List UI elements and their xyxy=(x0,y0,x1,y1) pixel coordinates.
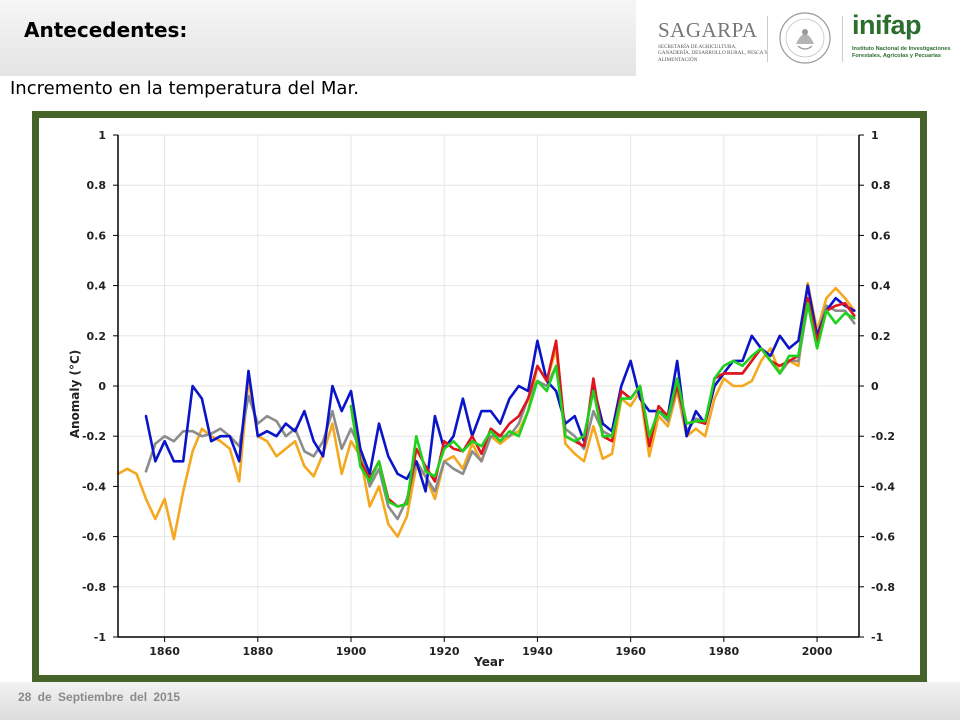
y-tick-label-right: 0.6 xyxy=(871,229,891,242)
y-tick-label-right: -0.4 xyxy=(871,480,895,493)
y-tick-label: -0.6 xyxy=(82,531,106,544)
y-tick-label-right: -0.2 xyxy=(871,430,895,443)
chart-frame: -1 -1 -0.8 -0.8 -0.6 -0.6 -0.4 -0.4 -0.2 -0.2 0 0 0.… xyxy=(32,111,927,682)
series-layer xyxy=(116,281,856,541)
x-axis-label: Year xyxy=(473,655,504,669)
y-tick-label: 0.4 xyxy=(87,280,107,293)
logo-area: SAGARPA SECRETARÍA DE AGRICULTURA, GANAD… xyxy=(636,0,960,76)
grid-layer xyxy=(118,134,859,638)
x-tick-label: 1900 xyxy=(336,645,367,658)
sagarpa-logo: SAGARPA xyxy=(658,18,758,42)
x-tick-label: 1940 xyxy=(522,645,553,658)
inifap-tagline: Instituto Nacional de Investigaciones Fo… xyxy=(852,46,951,59)
axis-layer: -1 -1 -0.8 -0.8 -0.6 -0.6 -0.4 -0.4 -0.2 -0.2 0 0 0.… xyxy=(82,129,895,658)
x-tick-label: 1960 xyxy=(615,645,646,658)
y-tick-label-right: 0 xyxy=(871,380,879,393)
footer-date: 28 de Septiembre del 2015 xyxy=(18,690,181,704)
x-tick-label: 1980 xyxy=(709,645,740,658)
y-tick-label-right: -1 xyxy=(871,631,883,644)
x-tick-label: 1880 xyxy=(242,645,273,658)
logo-divider xyxy=(767,16,768,62)
slide-subtitle: Incremento en la temperatura del Mar. xyxy=(10,78,359,99)
y-tick-label-right: 0.8 xyxy=(871,179,891,192)
page-title: Antecedentes: xyxy=(24,18,188,42)
x-tick-label: 1920 xyxy=(429,645,460,658)
y-tick-label-right: 1 xyxy=(871,129,879,142)
x-tick-label: 1860 xyxy=(149,645,180,658)
y-tick-label: 0 xyxy=(98,380,106,393)
series-line-gray xyxy=(144,304,856,521)
y-tick-label-right: -0.8 xyxy=(871,581,895,594)
y-tick-label-right: 0.4 xyxy=(871,280,891,293)
series-line-blue xyxy=(144,284,856,493)
x-tick-label: 2000 xyxy=(802,645,833,658)
inifap-logo: inifap xyxy=(852,10,922,40)
y-axis-label: Anomaly (°C) xyxy=(68,350,82,439)
temperature-anomaly-chart: -1 -1 -0.8 -0.8 -0.6 -0.6 -0.4 -0.4 -0.2 -0.2 0 0 0.… xyxy=(68,129,895,669)
y-tick-label-right: 0.2 xyxy=(871,330,891,343)
y-tick-label: -0.4 xyxy=(82,480,106,493)
logo-divider xyxy=(842,16,843,62)
y-tick-label: 1 xyxy=(98,129,106,142)
y-tick-label: -0.8 xyxy=(82,581,106,594)
y-tick-label: -0.2 xyxy=(82,430,106,443)
footer-band: 28 de Septiembre del 2015 xyxy=(0,682,960,720)
y-tick-label: 0.8 xyxy=(87,179,107,192)
y-tick-label-right: -0.6 xyxy=(871,531,895,544)
chart-panel: -1 -1 -0.8 -0.8 -0.6 -0.6 -0.4 -0.4 -0.2 -0.2 0 0 0.… xyxy=(37,116,922,677)
y-tick-label: 0.2 xyxy=(87,330,107,343)
y-tick-label: 0.6 xyxy=(87,229,107,242)
y-tick-label: -1 xyxy=(94,631,106,644)
series-line-green xyxy=(349,301,856,508)
header-band xyxy=(0,0,636,76)
mexico-coat-of-arms-icon xyxy=(779,12,831,64)
sagarpa-tagline: SECRETARÍA DE AGRICULTURA, GANADERÍA, DE… xyxy=(658,44,768,63)
